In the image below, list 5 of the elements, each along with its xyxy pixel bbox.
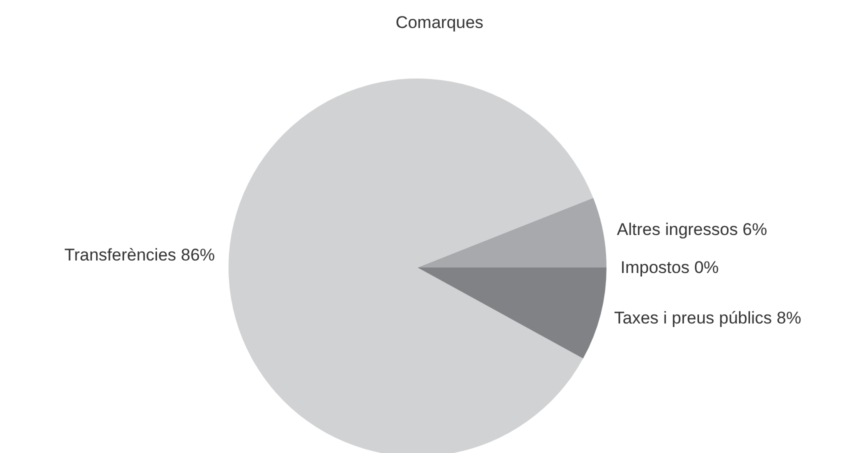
chart-title: Comarques xyxy=(396,13,484,32)
slice-label: Transferències 86% xyxy=(64,245,215,264)
category-label: Impostos 0% xyxy=(620,258,719,277)
slice-label: Taxes i preus públics 8% xyxy=(614,308,802,328)
slice-label: Altres ingressos 6% xyxy=(616,220,768,239)
